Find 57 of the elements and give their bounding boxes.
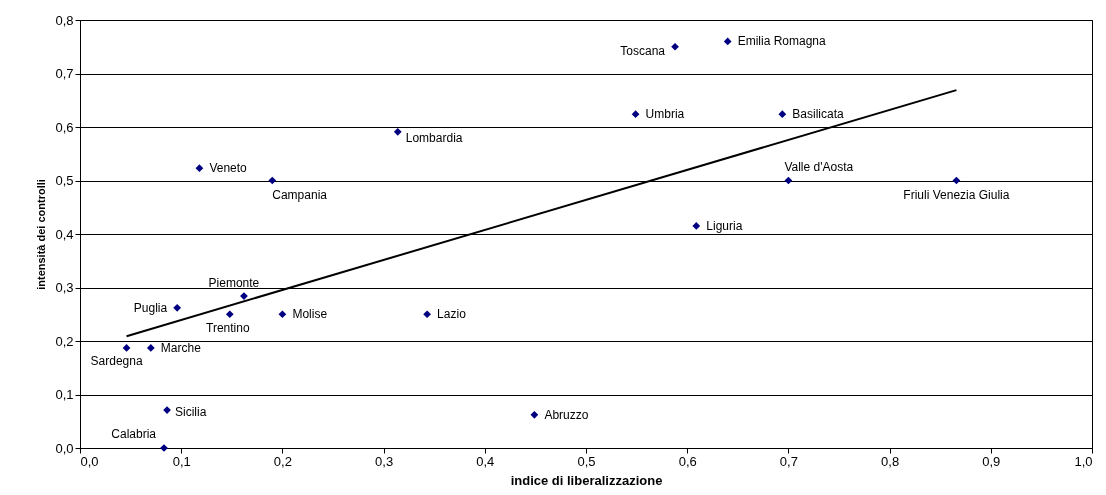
annotation: Umbria [645, 107, 685, 122]
x-tick-label: 0,4 [476, 453, 495, 469]
point [278, 310, 287, 319]
y-tick-label: 0,2 [55, 333, 74, 349]
annotation: Sicilia [175, 405, 207, 420]
annotation: Veneto [209, 161, 248, 176]
x-tick-label: 0,2 [273, 453, 292, 469]
point [671, 42, 679, 51]
y-tick-label: 0,6 [55, 119, 74, 135]
annotation: Sardegna [90, 353, 143, 368]
annotation: Campania [272, 187, 328, 202]
x-tick-label: 0,8 [881, 453, 900, 469]
annotation: Emilia Romagna [737, 34, 827, 49]
point [692, 222, 701, 230]
x-tick-label: 0,6 [678, 453, 697, 469]
x-axis-title: indice di liberalizzazione [510, 472, 663, 488]
x-tick-label: 0,7 [779, 453, 798, 469]
annotation: Liguria [706, 218, 743, 233]
point [723, 37, 732, 46]
point [268, 176, 277, 185]
point [423, 310, 431, 319]
y-axis-title: intensità dei controlli [35, 179, 48, 290]
point [195, 164, 204, 173]
x-tick-label: 0,9 [982, 453, 1001, 469]
x-tick-label: 0,3 [375, 453, 394, 469]
point [173, 303, 182, 312]
annotation: Lombardia [405, 130, 463, 145]
annotation: Abruzzo [544, 407, 589, 422]
y-tick-label: 0,8 [55, 12, 74, 28]
y-tick-label: 0,0 [55, 440, 74, 456]
annotation: Friuli Venezia Giulia [903, 187, 1010, 202]
annotation: Valle d'Aosta [784, 159, 854, 174]
annotation: Trentino [205, 321, 250, 336]
annotation: Calabria [111, 427, 157, 441]
annotation: Piemonte [208, 276, 260, 291]
point [778, 110, 787, 119]
point [393, 127, 402, 136]
annotation: Molise [292, 307, 328, 322]
x-tick-label: 0,0 [80, 453, 99, 469]
annotation: Basilicata [792, 107, 845, 122]
x-tick-label: 0,5 [577, 453, 596, 469]
y-tick-label: 0,1 [55, 387, 74, 402]
annotation: Marche [160, 340, 202, 355]
x-tick-label: 1,0 [1074, 453, 1093, 469]
x-tick-label: 0,1 [172, 453, 191, 469]
annotation: Lazio [437, 307, 467, 322]
point [631, 110, 640, 119]
point [225, 310, 234, 319]
point [530, 410, 539, 419]
annotation: Puglia [133, 300, 168, 315]
point [146, 344, 155, 352]
y-tick-label: 0,5 [55, 173, 74, 188]
point [122, 344, 131, 352]
y-tick-label: 0,4 [55, 226, 74, 242]
y-tick-label: 0,3 [55, 280, 74, 295]
y-tick-label: 0,7 [55, 66, 74, 81]
annotation: Toscana [620, 43, 666, 58]
